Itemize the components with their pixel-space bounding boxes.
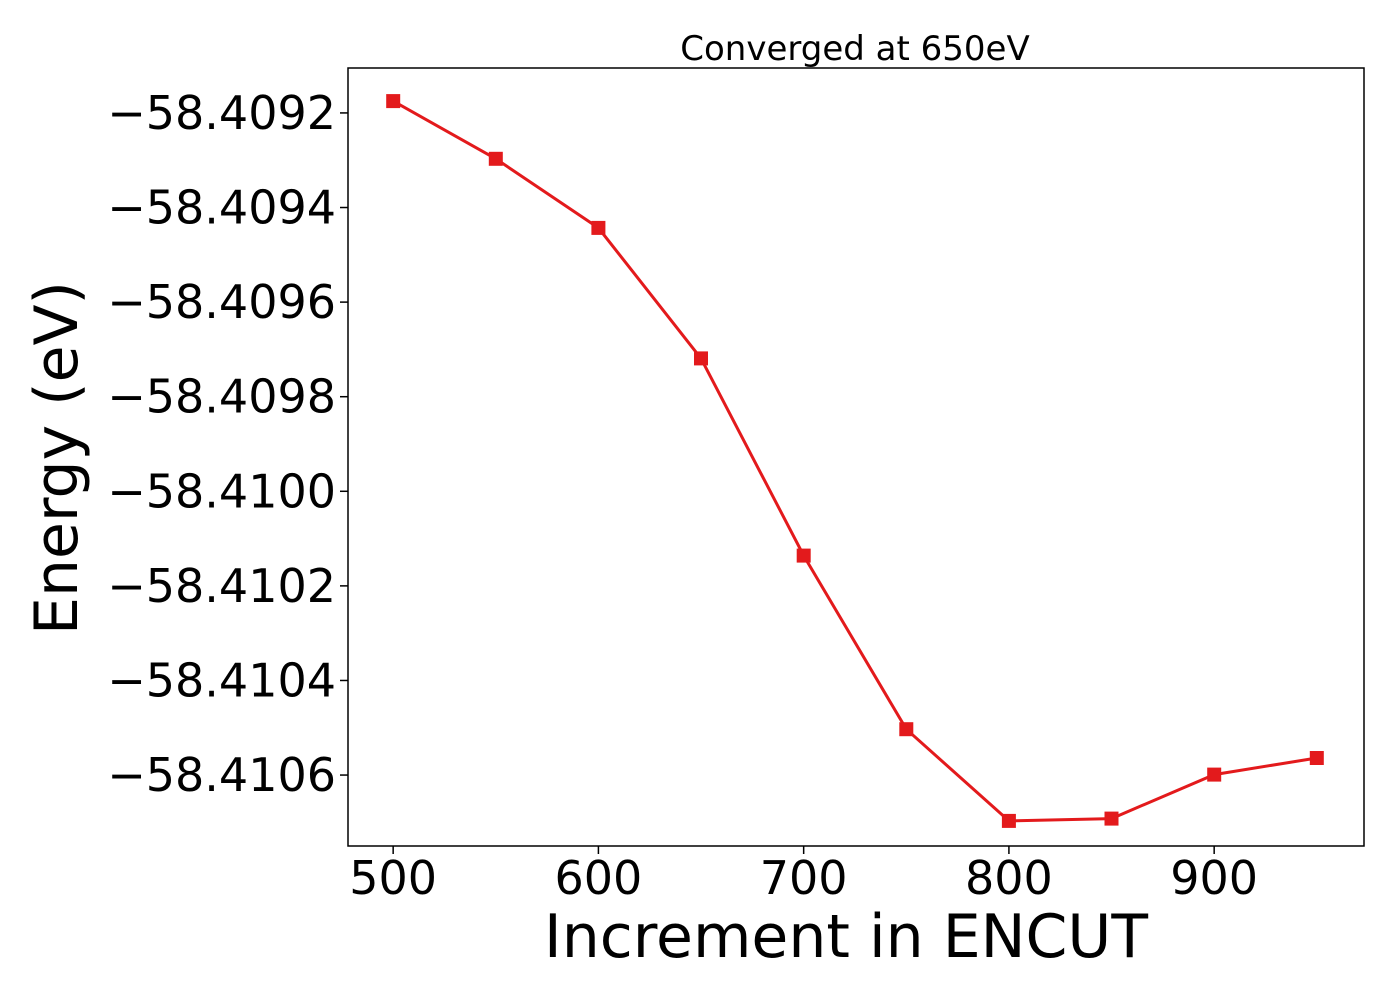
data-point — [488, 151, 503, 166]
y-tick-label: −58.4100 — [107, 464, 336, 518]
y-axis-ticks: −58.4092 −58.4094 −58.4096 −58.4098 −58.4100… — [107, 86, 348, 802]
plot-content — [386, 94, 1324, 828]
x-tick-label: 600 — [555, 851, 643, 905]
x-tick-label: 900 — [1170, 851, 1258, 905]
chart-title: Converged at 650eV — [680, 29, 1029, 69]
data-point — [386, 94, 401, 109]
plot-frame — [347, 67, 1365, 847]
x-axis-label: Increment in ENCUT — [544, 902, 1148, 972]
y-tick-label: −58.4102 — [107, 559, 336, 613]
data-point — [591, 220, 606, 235]
data-point — [1309, 751, 1324, 765]
y-tick-label: −58.4092 — [107, 86, 336, 140]
data-point — [694, 351, 708, 366]
data-point — [796, 548, 811, 563]
y-tick-label: −58.4094 — [107, 181, 336, 235]
y-tick-label: −58.4096 — [107, 275, 336, 329]
y-axis-label: Energy (eV) — [22, 281, 92, 635]
data-point — [1001, 813, 1016, 828]
series-line — [392, 99, 1318, 823]
x-tick-label: 700 — [760, 851, 848, 905]
y-tick-label: −58.4098 — [107, 370, 336, 424]
x-tick-label: 800 — [965, 851, 1053, 905]
data-point — [1104, 811, 1119, 826]
y-tick-label: −58.4104 — [107, 653, 336, 707]
data-point — [1207, 767, 1222, 782]
x-tick-label: 500 — [349, 851, 437, 905]
y-tick-label: −58.4106 — [107, 748, 336, 802]
x-axis-ticks: 500 600 700 800 900 — [349, 846, 1258, 905]
data-point — [899, 722, 914, 737]
